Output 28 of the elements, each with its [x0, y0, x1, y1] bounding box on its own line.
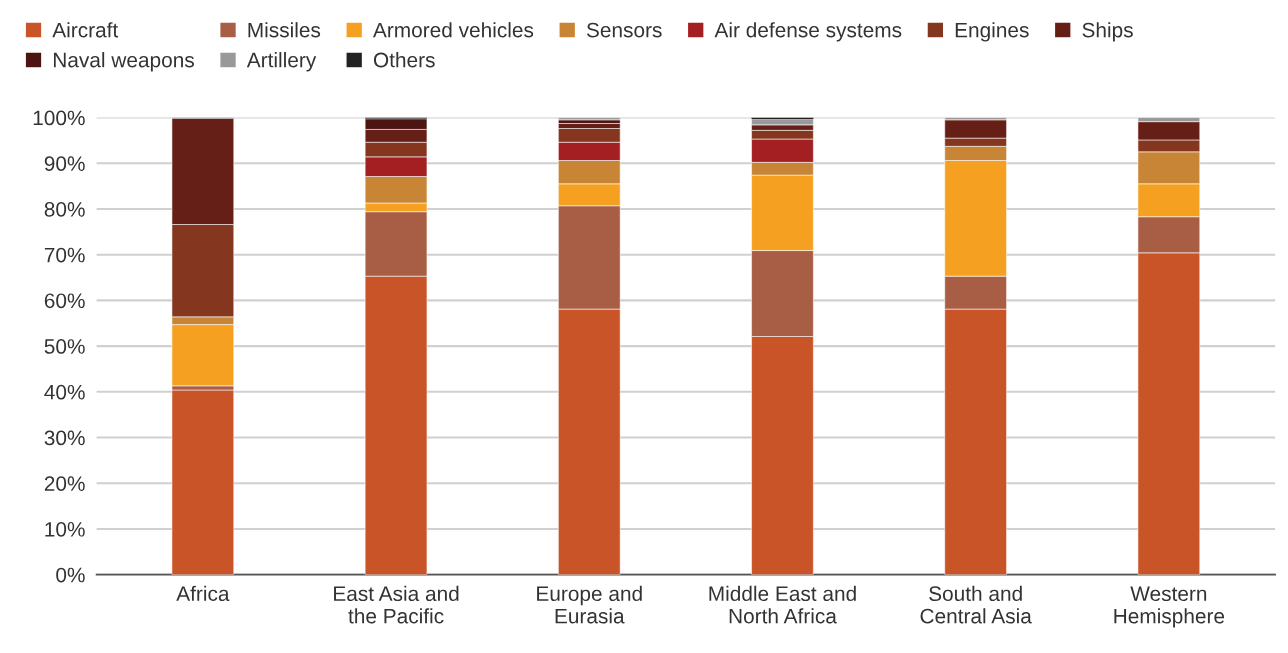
y-tick-label: 100% [33, 110, 85, 126]
x-tick-label: South and Central Asia [920, 585, 1032, 624]
bar [171, 389, 235, 575]
y-tick-label: 0% [56, 567, 85, 583]
x-tick-label: Middle East and North Africa [709, 585, 856, 624]
y-tick-label: 80% [44, 201, 85, 217]
legend-label: Sensors [586, 22, 662, 38]
x-tick-label: East Asia and the Pacific [334, 585, 459, 624]
legend-label: Ships [1082, 22, 1133, 42]
x-tick-label: Western Hemisphere [1114, 586, 1225, 628]
legend-label: Aircraft [52, 22, 119, 38]
y-tick-label: 60% [44, 293, 85, 309]
y-tick-label: 50% [44, 339, 85, 354]
x-tick-label: Europe and Eurasia [537, 585, 642, 624]
x-tick-label: Africa [176, 585, 230, 602]
legend-label: Others [373, 52, 435, 68]
legend-label: Engines [955, 22, 1029, 42]
y-tick-label: 20% [44, 476, 85, 491]
y-tick-label: 90% [44, 156, 85, 171]
legend-label: Artillery [246, 52, 317, 72]
legend-label: Armored vehicles [373, 22, 534, 38]
y-tick-label: 30% [44, 430, 85, 446]
y-tick-label: 40% [44, 384, 85, 400]
legend-label: Naval weapons [53, 52, 194, 72]
y-tick-label: 10% [45, 521, 85, 537]
legend-label: Missiles [248, 22, 321, 38]
legend-label: Air defense systems [714, 22, 902, 42]
y-tick-label: 70% [44, 247, 85, 263]
